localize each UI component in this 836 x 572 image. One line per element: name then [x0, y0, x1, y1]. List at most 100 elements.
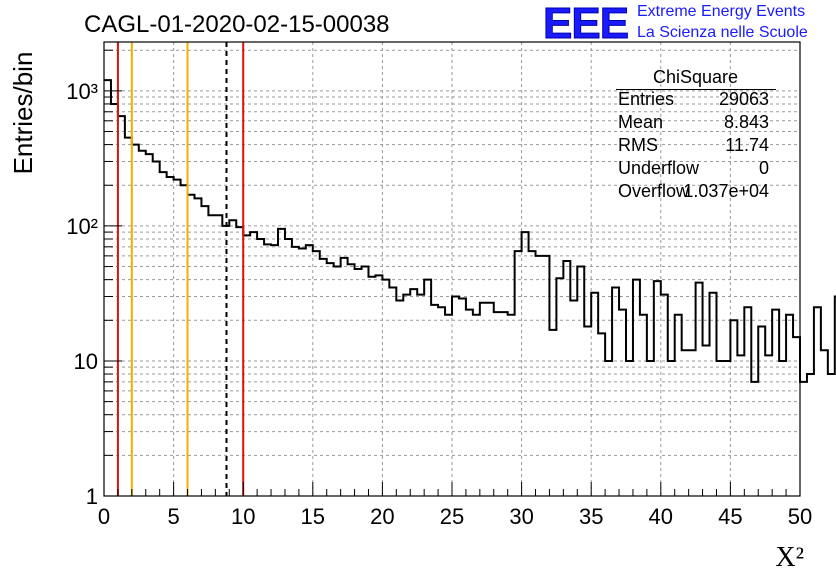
histogram-bin — [821, 350, 828, 496]
histogram-bin — [243, 235, 250, 496]
stats-key: RMS — [618, 135, 658, 155]
histogram-bin — [194, 198, 201, 496]
x-tick-label: 0 — [98, 504, 110, 529]
stats-value: 8.843 — [723, 112, 769, 132]
histogram-bin — [264, 244, 271, 496]
histogram-bin — [633, 280, 640, 496]
histogram-bin — [403, 295, 410, 496]
y-axis-label: Entries/bin — [8, 52, 38, 175]
histogram-bin — [515, 251, 522, 496]
histogram-bin — [146, 154, 153, 496]
histogram-bin — [208, 215, 215, 496]
histogram-bin — [542, 256, 549, 496]
histogram-bin — [744, 307, 751, 496]
histogram-bin — [313, 251, 320, 496]
stats-title: ChiSquare — [652, 67, 739, 87]
stats-value: 1.037e+04 — [683, 181, 769, 201]
histogram-bin — [536, 256, 543, 496]
histogram-bin — [348, 264, 355, 496]
histogram-bin — [814, 307, 821, 496]
histogram-bin — [368, 277, 375, 496]
histogram-bin — [828, 374, 835, 496]
y-tick-label: 1 — [86, 484, 98, 509]
stats-key: Entries — [618, 89, 675, 109]
stats-value: 11.74 — [725, 135, 769, 155]
histogram-bin — [139, 151, 146, 496]
histogram-bin — [167, 177, 174, 496]
histogram-bin — [682, 350, 689, 496]
histogram-bin — [445, 315, 452, 496]
histogram-bin — [730, 320, 737, 496]
histogram-bin — [598, 333, 605, 496]
histogram-bin — [111, 104, 118, 496]
histogram-bin — [556, 278, 563, 496]
histogram-bin — [341, 258, 348, 496]
histogram-bin — [278, 229, 285, 496]
stats-row-entries: Entries 29063 — [614, 88, 777, 111]
histogram-bin — [362, 267, 369, 496]
histogram-bin — [201, 206, 208, 496]
eee-logo: EEE — [542, 0, 629, 48]
histogram-bin — [501, 312, 508, 496]
histogram-bin — [424, 280, 431, 496]
histogram-bin — [605, 361, 612, 496]
histogram-bin — [619, 310, 626, 496]
histogram-bin — [306, 245, 313, 496]
histogram-bin — [153, 161, 160, 496]
x-tick-label: 40 — [649, 504, 673, 529]
stats-row-rms: RMS 11.74 — [614, 134, 777, 157]
histogram-bin — [160, 172, 167, 496]
histogram-bin — [459, 299, 466, 496]
x-axis-label: X² — [775, 542, 804, 572]
histogram-bin — [577, 267, 584, 496]
stats-box: ChiSquare Entries 29063 Mean 8.843 RMS 11.7… — [614, 66, 777, 203]
histogram-bin — [751, 382, 758, 496]
x-tick-label: 45 — [718, 504, 742, 529]
histogram-bin — [473, 315, 480, 496]
x-tick-label: 5 — [167, 504, 179, 529]
histogram-bin — [529, 251, 536, 496]
histogram-outline — [104, 79, 836, 383]
logo-subtitle-1: Extreme Energy Events — [637, 3, 806, 20]
histogram-bin — [125, 138, 132, 496]
x-tick-label: 20 — [370, 504, 394, 529]
histogram-bin — [181, 185, 188, 496]
x-tick-label: 25 — [440, 504, 464, 529]
histogram-bin — [410, 289, 417, 496]
histogram-bin — [584, 326, 591, 496]
histogram-bin — [591, 293, 598, 496]
histogram-bin — [661, 295, 668, 496]
histogram-bin — [654, 281, 661, 496]
histogram-bin — [327, 263, 334, 496]
histogram-bin — [668, 361, 675, 496]
stats-row-underflow: Underflow 0 — [614, 157, 777, 180]
y-tick-label: 10³ — [66, 79, 98, 104]
histogram-bin — [549, 330, 556, 496]
histogram-bin — [229, 220, 236, 496]
histogram-bin — [285, 239, 292, 496]
stats-key: Mean — [618, 112, 664, 132]
histogram-bin — [570, 301, 577, 496]
histogram-bin — [563, 261, 570, 496]
chart-title: CAGL-01-2020-02-15-00038 — [84, 11, 390, 38]
logo-subtitle-2: La Scienza nelle Scuole — [637, 24, 808, 41]
histogram-bin — [675, 315, 682, 496]
histogram-bin — [772, 310, 779, 496]
histogram-bin — [779, 361, 786, 496]
histogram-bin — [250, 232, 257, 496]
histogram-bin — [522, 232, 529, 496]
histogram-bin — [494, 312, 501, 496]
stats-value: 0 — [758, 158, 769, 178]
histogram-bin — [487, 303, 494, 496]
histogram-bin — [215, 215, 222, 496]
histogram-series — [104, 79, 836, 496]
histogram-bin — [299, 249, 306, 496]
histogram-bin — [132, 145, 139, 496]
histogram-bin — [375, 275, 382, 496]
histogram-bin — [716, 361, 723, 496]
y-tick-label: 10² — [66, 214, 98, 239]
histogram-bin — [508, 315, 515, 496]
histogram-bin — [793, 337, 800, 496]
histogram-bin — [118, 116, 125, 496]
